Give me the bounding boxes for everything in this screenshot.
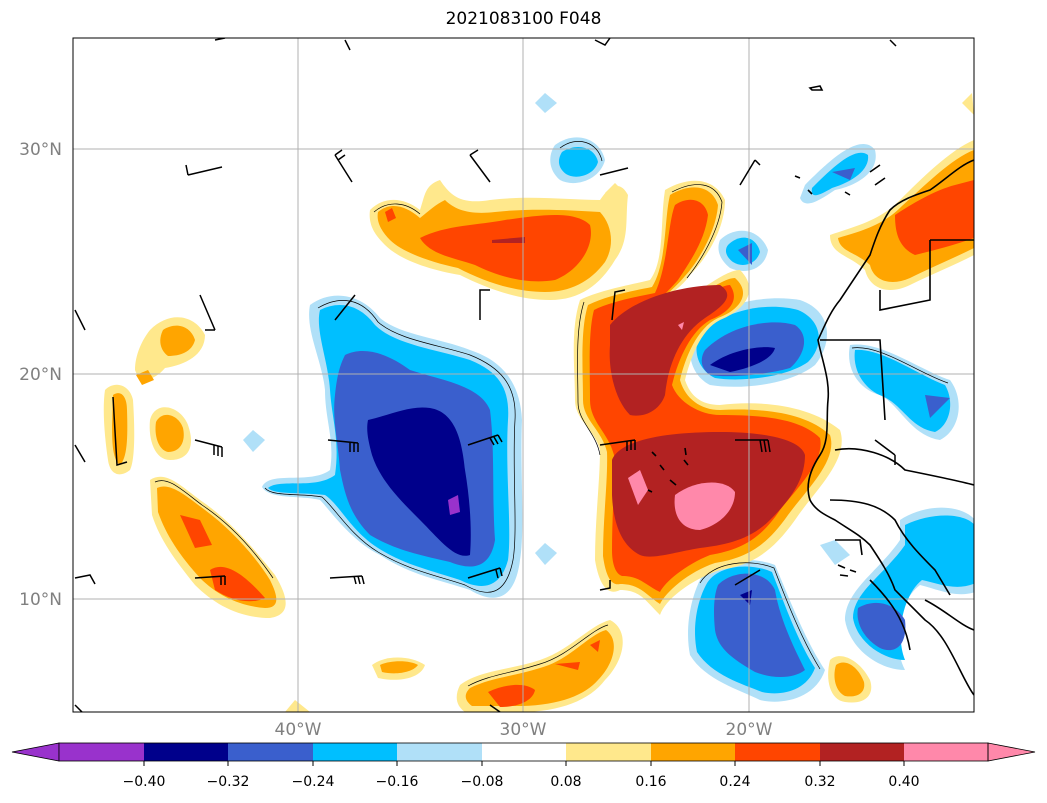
colorbar-bin	[313, 743, 397, 761]
contour-yellow-mid-dot	[605, 183, 625, 203]
canary-islands	[794, 164, 886, 196]
africa-border7	[924, 599, 974, 631]
lon-label-40w: 40°W	[275, 720, 322, 740]
lat-label-20n: 20°N	[19, 365, 62, 385]
africa-border5	[829, 499, 951, 596]
madeira	[808, 85, 824, 91]
colorbar-bin	[228, 743, 313, 761]
contour-blue-se2	[854, 349, 951, 432]
lon-label-20w: 20°W	[726, 720, 773, 740]
africa-border4	[834, 447, 974, 486]
contour-redorange-south3	[590, 640, 600, 652]
lat-label-30n: 30°N	[19, 140, 62, 160]
contour-redorange-sw	[180, 515, 212, 548]
contour-redorange-north	[420, 215, 591, 282]
lon-label-30w: 30°W	[500, 720, 547, 740]
contour-blue-north1-inner	[558, 147, 598, 177]
anomaly-field	[103, 93, 974, 712]
africa-coast	[807, 159, 974, 696]
colorbar-bin	[735, 743, 820, 761]
contour-blue-ne3	[832, 168, 855, 180]
graticule	[73, 38, 974, 712]
colorbar-min-extend	[11, 742, 60, 762]
colorbar-tick: 0.08	[550, 774, 581, 790]
lat-label-10n: 10°N	[19, 590, 62, 610]
colorbar-tick: 0.24	[719, 774, 750, 790]
colorbar: −0.40 −0.32 −0.24 −0.16 −0.08 0.08 0.16 …	[11, 742, 1036, 790]
colorbar-tick: −0.08	[461, 774, 504, 790]
colorbar-bin	[566, 743, 651, 761]
colorbar-tick: 0.40	[888, 774, 919, 790]
contour-blue-south-ne	[820, 540, 850, 565]
colorbar-tick: 0.32	[804, 774, 835, 790]
africa-border3	[820, 339, 886, 421]
contour-blue-tiny3	[535, 543, 557, 565]
africa-border2	[879, 240, 931, 311]
wind-barbs	[74, 38, 897, 712]
contour-midblue-se	[925, 395, 950, 418]
colorbar-max-extend	[987, 742, 1036, 762]
colorbar-bin	[904, 743, 988, 761]
africa-border8	[835, 539, 863, 556]
coastlines	[647, 85, 974, 696]
contour-navy-east	[710, 347, 775, 372]
map-title: 2021083100 F048	[445, 9, 602, 29]
colorbar-bin	[59, 743, 144, 761]
contour-darkred-north	[492, 237, 525, 243]
colorbar-tick: −0.32	[207, 774, 250, 790]
contour-orange-north-dot	[385, 208, 396, 222]
colorbar-bin	[482, 743, 566, 761]
contour-purple-central	[448, 495, 460, 515]
colorbar-bin	[397, 743, 482, 761]
colorbar-bin	[144, 743, 228, 761]
contour-orange-small-s	[380, 661, 418, 674]
colorbar-tick: −0.24	[292, 774, 335, 790]
contour-navy-central	[367, 407, 471, 556]
contour-blue-tiny1	[535, 93, 557, 113]
colorbar-bin	[651, 743, 735, 761]
bijagos	[837, 564, 857, 577]
colorbar-tick: −0.16	[376, 774, 419, 790]
africa-border6	[869, 579, 911, 651]
contour-blue-tiny2	[243, 430, 265, 452]
contour-yellow-ne-dot	[962, 93, 974, 115]
contour-outlines	[154, 141, 949, 687]
contour-darkred-hub	[609, 285, 728, 416]
contour-orange-se	[834, 662, 865, 697]
contour-redorange-ne	[895, 180, 974, 255]
cabo-verde	[647, 447, 689, 493]
contour-orange-w1	[160, 325, 195, 356]
colorbar-tick: −0.40	[123, 774, 166, 790]
map-frame	[72, 37, 975, 713]
contour-midblue-se-south	[857, 602, 906, 651]
contour-pink-dot	[678, 322, 684, 330]
contour-pink-hub2	[628, 470, 648, 505]
colorbar-outline	[58, 742, 989, 762]
contour-orange-w3	[155, 414, 184, 452]
colorbar-tick: 0.16	[635, 774, 666, 790]
colorbar-bin	[820, 743, 904, 761]
contour-redorange-south2	[555, 662, 580, 670]
contour-pink-hub	[674, 482, 735, 530]
